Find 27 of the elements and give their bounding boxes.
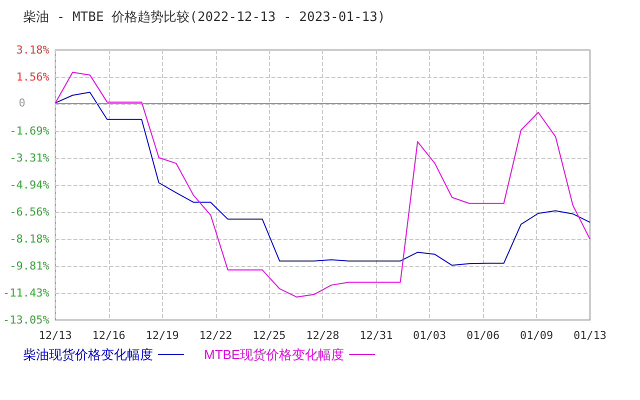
y-tick-label: 3.18% bbox=[16, 44, 50, 56]
x-tick-label: 12/19 bbox=[146, 329, 179, 342]
x-tick-label: 12/31 bbox=[360, 329, 393, 342]
x-tick-label: 01/09 bbox=[520, 329, 554, 342]
x-tick-label: 01/13 bbox=[573, 329, 607, 342]
x-tick-label: 01/06 bbox=[466, 329, 500, 342]
line-series bbox=[54, 92, 590, 266]
chart-title: 柴油 - MTBE 价格趋势比较(2022-12-13 - 2023-01-13) bbox=[23, 10, 386, 25]
y-tick-label: -1.69% bbox=[10, 124, 50, 138]
x-tick-label: 12/16 bbox=[92, 329, 126, 342]
y-tick-label: -13.05% bbox=[3, 314, 50, 326]
ref-line-label: 0 bbox=[18, 96, 26, 110]
legend-label: MTBE现货价格变化幅度 bbox=[204, 347, 344, 362]
y-tick-label: -4.94% bbox=[10, 178, 50, 192]
x-tick-label: 12/25 bbox=[252, 329, 286, 342]
x-tick-label: 12/13 bbox=[38, 329, 72, 342]
x-tick-label: 12/28 bbox=[306, 329, 340, 342]
y-tick-label: -11.43% bbox=[3, 286, 50, 300]
y-tick-label: -6.56% bbox=[10, 206, 50, 219]
y-tick-label: -3.31% bbox=[10, 151, 50, 164]
y-tick-label: -8.18% bbox=[10, 232, 50, 246]
x-tick-label: 12/22 bbox=[199, 329, 232, 342]
line-series bbox=[54, 72, 590, 298]
x-tick-label: 01/03 bbox=[413, 329, 446, 342]
legend-label: 柴油现货价格变化幅度 bbox=[23, 347, 153, 362]
y-tick-label: -9.81% bbox=[10, 260, 50, 273]
y-tick-label: 1.56% bbox=[16, 70, 50, 84]
